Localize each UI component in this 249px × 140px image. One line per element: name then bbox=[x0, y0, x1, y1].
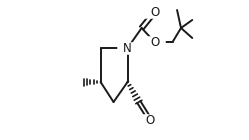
Text: O: O bbox=[150, 36, 159, 48]
Text: O: O bbox=[150, 5, 159, 18]
Text: N: N bbox=[123, 41, 132, 54]
Text: O: O bbox=[145, 114, 155, 127]
